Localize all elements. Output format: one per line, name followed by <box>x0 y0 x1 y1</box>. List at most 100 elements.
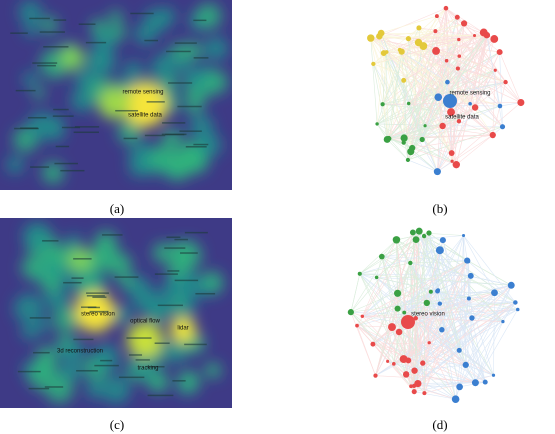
network-edge <box>466 260 470 299</box>
network-edge <box>423 35 475 47</box>
keyword-label: stereo vision <box>81 312 115 318</box>
small-label <box>30 166 50 168</box>
network-node <box>394 305 401 312</box>
small-label <box>193 57 209 59</box>
network-edge <box>388 35 488 138</box>
network-edge <box>415 235 464 319</box>
network-edge <box>401 51 423 140</box>
network-edge <box>451 23 465 154</box>
small-label <box>185 146 207 148</box>
network-edge <box>383 52 448 83</box>
network-edge <box>403 38 409 143</box>
network-edge <box>356 291 432 326</box>
network-edge <box>375 292 495 376</box>
network-edge <box>451 23 465 162</box>
network-edge <box>398 292 495 333</box>
small-label <box>63 281 82 284</box>
network-edge <box>437 8 447 172</box>
network-edge <box>458 35 475 122</box>
network-edge <box>372 343 466 366</box>
network-edge <box>421 97 439 140</box>
network-edge <box>412 232 419 384</box>
caption: (a) <box>110 201 124 216</box>
network-node <box>443 94 457 108</box>
small-label <box>53 19 67 21</box>
network-edge <box>356 260 468 326</box>
panel: stereo vision (d) <box>347 227 520 432</box>
network-edge <box>382 27 420 105</box>
network-edge <box>458 39 476 108</box>
small-label <box>43 46 69 48</box>
network-node <box>402 371 410 378</box>
network-edge <box>376 53 385 124</box>
density-blob <box>45 375 74 404</box>
network-edge <box>455 275 472 400</box>
network-node <box>413 315 418 321</box>
network-edge <box>446 38 495 61</box>
network-edge <box>396 239 504 322</box>
density-blob <box>23 222 51 250</box>
network-edge <box>387 361 460 388</box>
network-edge <box>405 285 512 375</box>
small-label <box>168 82 193 84</box>
network-edge <box>439 250 486 383</box>
network-edge <box>389 138 453 162</box>
network-node <box>407 148 415 156</box>
network-edge <box>415 232 430 319</box>
network-edge <box>387 105 501 140</box>
network-edge <box>415 309 518 319</box>
network-node <box>483 31 490 39</box>
network-edge <box>458 107 476 122</box>
network-edge <box>398 292 495 333</box>
network-edge <box>408 250 441 361</box>
network-edge <box>415 298 469 319</box>
density-blob <box>170 166 186 182</box>
network-edge <box>435 30 503 127</box>
network-edge <box>372 342 430 345</box>
network-node <box>439 327 445 333</box>
network-edge <box>456 17 459 69</box>
network-edge <box>422 139 453 162</box>
density-blob <box>208 364 221 378</box>
network-edge <box>391 262 411 328</box>
network-edge <box>411 39 460 149</box>
network-edge <box>458 35 488 122</box>
network-edge <box>422 139 453 162</box>
network-edge <box>399 49 404 81</box>
network-node <box>360 314 365 319</box>
network-edge <box>437 70 496 172</box>
network-edge <box>359 273 409 361</box>
small-label <box>135 359 150 361</box>
network-edge <box>376 277 518 310</box>
network-edge <box>372 262 411 345</box>
network-edge <box>359 239 417 275</box>
network-edge <box>408 275 472 361</box>
network-edge <box>463 235 467 365</box>
network-edge <box>407 31 436 161</box>
network-edge <box>422 342 430 364</box>
density-blob <box>70 88 94 112</box>
network-edge <box>391 290 438 328</box>
network-edge <box>405 232 430 375</box>
network-edge <box>387 361 476 383</box>
network-edge <box>401 51 493 136</box>
network-edge <box>372 343 423 364</box>
network-edge <box>458 260 468 351</box>
network-edge <box>383 30 436 54</box>
network-edge <box>381 256 512 286</box>
density-blob <box>189 114 214 139</box>
small-label <box>166 236 181 239</box>
network-edge <box>455 364 467 400</box>
network-edge <box>403 107 476 143</box>
network-edge <box>397 302 516 309</box>
network-node <box>467 272 474 279</box>
small-label <box>154 342 170 344</box>
network-edge <box>350 311 412 387</box>
network-edge <box>376 277 438 292</box>
network-edge <box>391 326 466 366</box>
network-edge <box>403 60 447 143</box>
network-edge <box>435 17 458 52</box>
network-edge <box>381 256 404 360</box>
network-edge <box>467 261 470 299</box>
small-label <box>73 131 99 134</box>
